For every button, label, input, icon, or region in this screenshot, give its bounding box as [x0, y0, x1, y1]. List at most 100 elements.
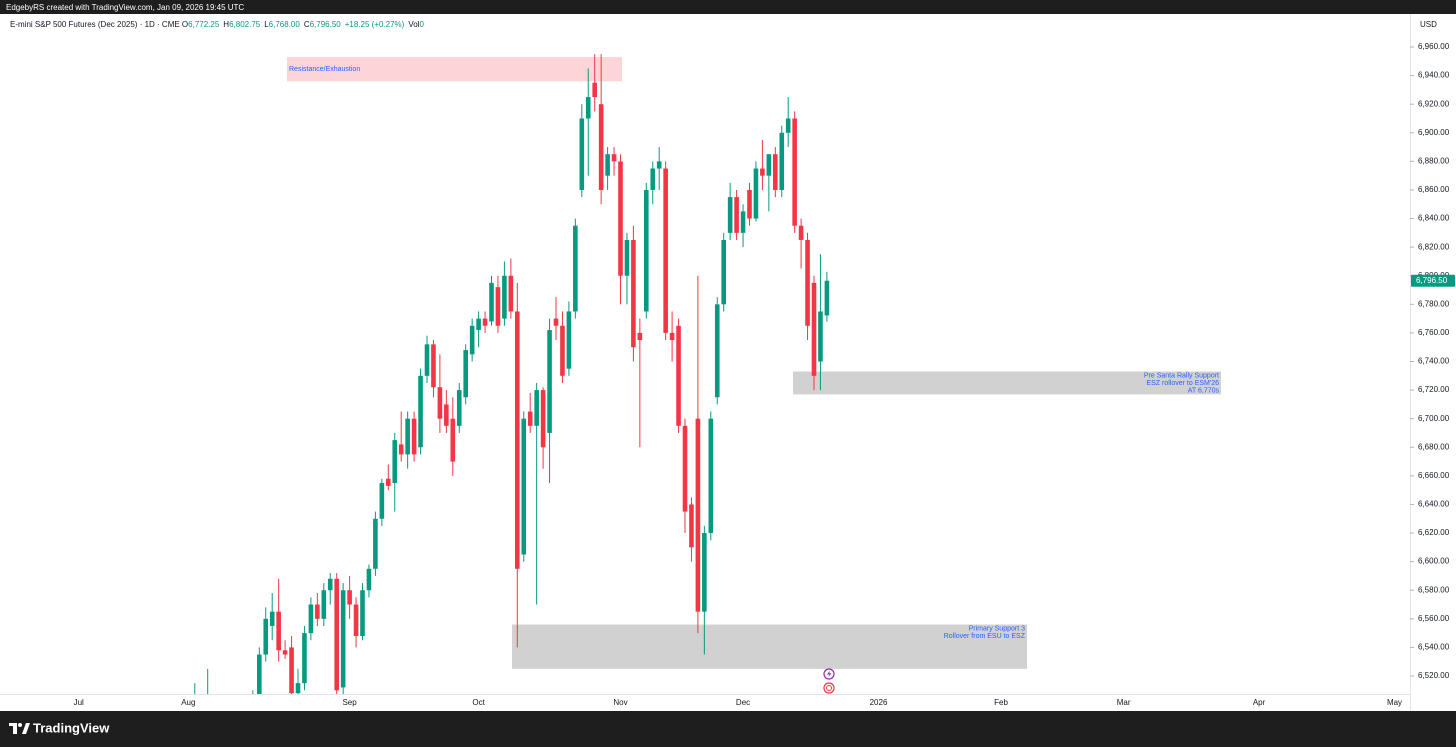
candle-body: [347, 590, 352, 605]
last-price-label: 6,796.50: [1416, 276, 1448, 285]
candle-body: [547, 330, 552, 433]
candle-body: [405, 418, 410, 455]
candle-body: [327, 578, 333, 591]
symbol: E-mini S&P 500 Futures (Dec 2025) · 1D ·…: [10, 20, 180, 29]
y-tick-label: 6,520.00: [1418, 671, 1450, 680]
y-tick-label: 6,560.00: [1418, 614, 1450, 623]
y-tick-label: 6,960.00: [1418, 42, 1450, 51]
candle-body: [573, 225, 578, 312]
candle-body: [773, 154, 778, 190]
quote-label: C: [304, 20, 310, 29]
annotation-box: [793, 371, 1221, 395]
candle-body: [257, 654, 262, 694]
candle-body: [386, 478, 391, 486]
y-tick-label: 6,680.00: [1418, 442, 1450, 451]
candle-body: [682, 425, 688, 512]
candle-body: [727, 197, 733, 233]
y-tick-label: 6,700.00: [1418, 414, 1450, 423]
candle-body: [308, 604, 314, 634]
candle-body: [534, 390, 539, 426]
candle-body: [476, 318, 481, 331]
candle-body: [502, 275, 507, 319]
candle-body: [566, 311, 572, 369]
candle-body: [431, 344, 436, 388]
candle-body: [295, 683, 301, 694]
candle-body: [418, 375, 423, 448]
candle-body: [560, 325, 565, 376]
x-tick-label: Mar: [1117, 698, 1131, 707]
candle-body: [585, 97, 591, 119]
quote-label: L: [264, 20, 269, 29]
quote-value: 6,768.00: [269, 20, 301, 29]
candle-body: [315, 604, 320, 619]
quote-value: 6,796.50: [310, 20, 342, 29]
candle-body: [379, 483, 385, 519]
y-tick-label: 6,540.00: [1418, 643, 1450, 652]
quote-label: H: [223, 20, 229, 29]
candle-body: [263, 618, 269, 655]
change: +18.25 (+0.27%): [345, 20, 405, 29]
candle-body: [631, 239, 636, 348]
candle-body: [650, 168, 656, 190]
annotation-text: Primary Support 3: [969, 625, 1026, 632]
x-tick-label: Sep: [342, 698, 357, 707]
candle-body: [637, 332, 643, 341]
y-tick-label: 6,860.00: [1418, 185, 1450, 194]
y-tick-label: 6,720.00: [1418, 385, 1450, 394]
candle-body: [269, 611, 275, 626]
legend-header: E-mini S&P 500 Futures (Dec 2025) · 1D ·…: [10, 20, 424, 29]
volume-value: 0: [419, 20, 424, 29]
candle-body: [527, 411, 533, 426]
candle-body: [644, 189, 649, 312]
candle-body: [482, 318, 488, 326]
event-icon[interactable]: [823, 682, 835, 694]
candle-body: [656, 161, 662, 169]
top-bar: [0, 0, 1456, 14]
candle-body: [282, 650, 288, 655]
logo-part: [18, 723, 22, 727]
annotation-text: AT 6,770s: [1188, 387, 1220, 394]
quote-label: O: [182, 20, 188, 29]
candle-body: [515, 311, 520, 569]
candle-body: [302, 633, 307, 684]
candle-body: [321, 590, 327, 619]
candle-body: [444, 404, 449, 426]
candle-body: [469, 325, 475, 355]
candle-body: [424, 344, 430, 376]
quote-value: 6,772.25: [188, 20, 220, 29]
annotation-text: Rollover from ESU to ESZ: [944, 633, 1026, 640]
candle-body: [811, 282, 817, 376]
candle-body: [489, 282, 494, 322]
candle-body: [276, 611, 281, 651]
candle-body: [289, 647, 294, 694]
candle-body: [760, 168, 765, 176]
candle-body: [611, 154, 617, 162]
candle-body: [805, 239, 810, 326]
candle-body: [740, 211, 746, 233]
candle-body: [579, 118, 585, 190]
y-tick-label: 6,760.00: [1418, 328, 1450, 337]
candle-body: [798, 225, 804, 240]
x-tick-label: Dec: [736, 698, 750, 707]
volume-label: Vol: [408, 20, 419, 29]
candle-body: [456, 390, 462, 426]
candle-body: [753, 168, 759, 219]
x-tick-label: Feb: [994, 698, 1008, 707]
annotation-box: [287, 57, 622, 82]
annotation-text: ESZ rollover to ESM'26: [1146, 380, 1219, 387]
candle-body: [818, 311, 823, 362]
x-tick-label: Oct: [472, 698, 485, 707]
candle-body: [592, 82, 597, 98]
currency: USD: [1420, 20, 1437, 29]
candle-body: [463, 350, 468, 398]
candle-body: [714, 304, 720, 398]
candle-body: [792, 118, 797, 226]
candle-body: [695, 418, 701, 612]
quote-value: 6,802.75: [229, 20, 261, 29]
event-icon-glyph: [827, 670, 832, 678]
y-tick-label: 6,940.00: [1418, 71, 1450, 80]
candle-body: [605, 154, 610, 176]
annotation-text: Resistance/Exhaustion: [289, 66, 360, 73]
candle-body: [366, 568, 372, 591]
